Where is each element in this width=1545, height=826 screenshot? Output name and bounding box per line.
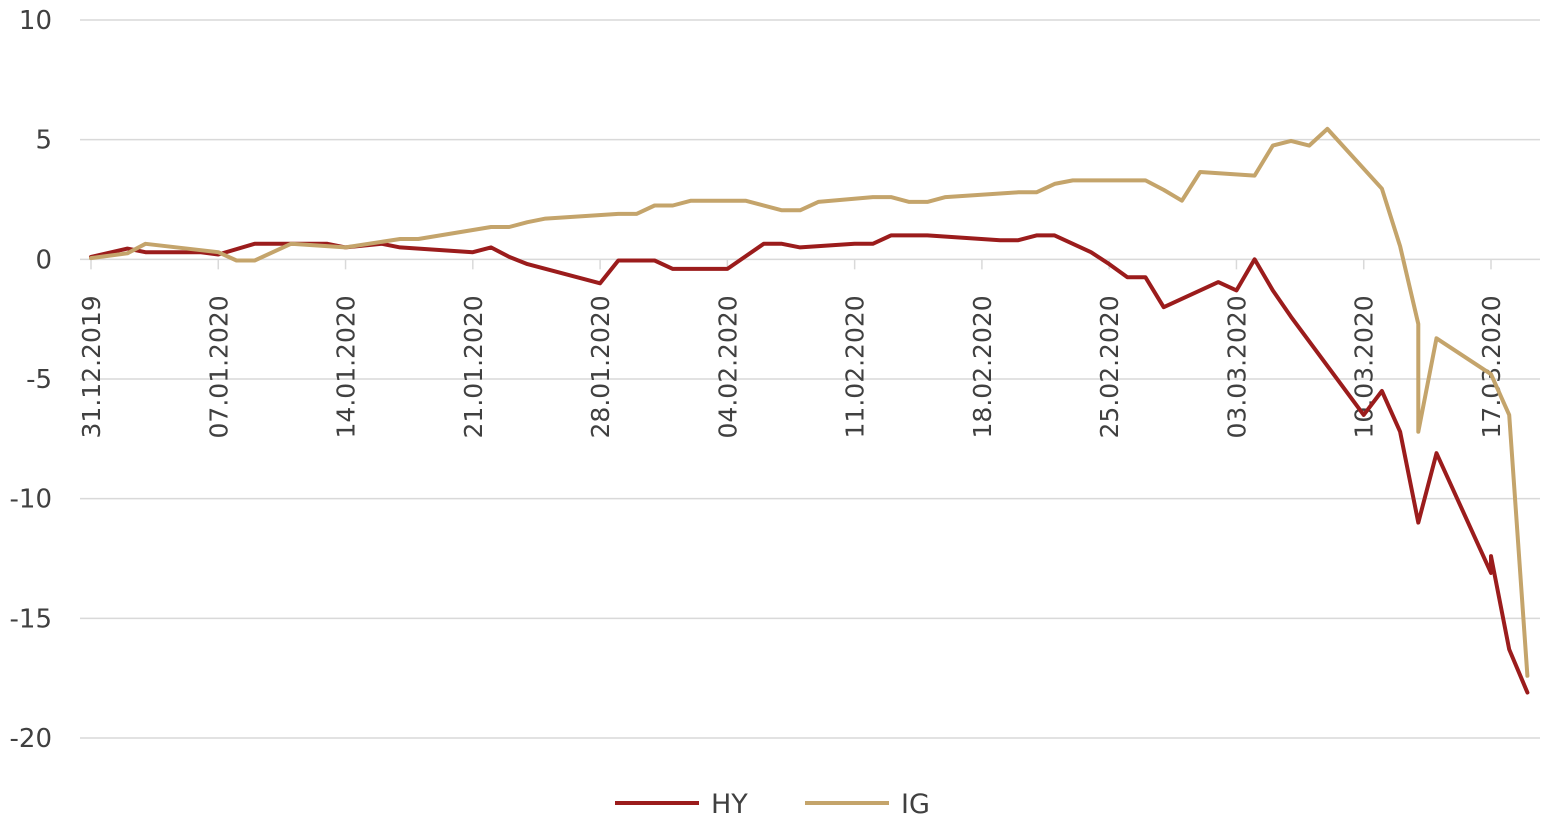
x-axis-tick-labels: 31.12.2019 07.01.2020 14.01.2020 21.01.2020… [77,295,1506,438]
y-tick-label: 0 [35,245,52,275]
x-tick-label: 07.01.2020 [204,295,233,438]
legend-label-hy: HY [711,789,748,820]
series-line-hy [89,233,1530,695]
series-lines [89,126,1530,695]
gridlines [80,19,1540,739]
x-tick-label: 18.02.2020 [968,295,997,438]
x-tick-label: 31.12.2019 [77,295,106,438]
x-tick-label: 10.03.2020 [1350,295,1379,438]
x-tick-label: 04.02.2020 [713,295,742,438]
y-tick-label: -10 [10,485,52,515]
y-tick-label: 10 [19,6,52,36]
x-tick-label: 21.01.2020 [459,295,488,438]
y-tick-label: -20 [10,724,52,754]
x-tick-label: 11.02.2020 [841,295,870,438]
legend: HY IG [615,789,930,820]
legend-label-ig: IG [901,789,930,820]
x-tick-label: 25.02.2020 [1095,295,1124,438]
x-tick-label: 14.01.2020 [332,295,361,438]
y-tick-label: -15 [10,604,52,634]
y-tick-label: -5 [26,365,52,395]
series-line-ig [89,126,1530,678]
y-axis-tick-labels: 10 5 0 -5 -10 -15 -20 [10,6,52,754]
y-tick-label: 5 [35,126,52,156]
x-tick-label: 03.03.2020 [1222,295,1251,438]
x-tick-label: 28.01.2020 [586,295,615,438]
